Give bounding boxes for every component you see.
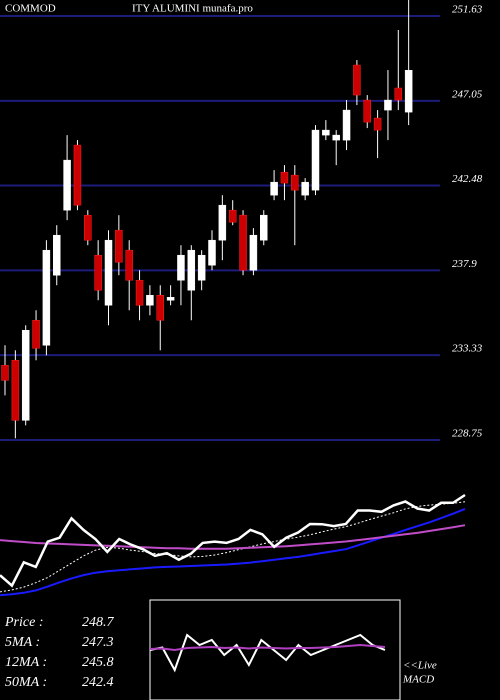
legend-label: 12MA : (5, 655, 47, 670)
candle-body (270, 181, 278, 196)
candle-body (63, 159, 71, 211)
candle-body (332, 134, 340, 141)
legend-value: 245.8 (82, 655, 114, 670)
candle-body (218, 204, 227, 241)
candle-body (166, 297, 175, 301)
macd-line (149, 633, 386, 673)
legend-value: 242.4 (82, 675, 114, 690)
candle-body (32, 320, 40, 349)
legend-label: 50MA : (5, 675, 47, 690)
candle-body (197, 254, 206, 281)
candle-body (394, 87, 403, 101)
candle-body (301, 181, 309, 196)
candle-body (53, 234, 61, 276)
candle-body (249, 234, 258, 271)
candle-body (73, 144, 82, 206)
title-right: ITY ALUMINI munafa.pro (132, 3, 253, 15)
candle-body (1, 365, 9, 381)
candle-body (404, 69, 413, 113)
candle-body (177, 254, 185, 281)
candle-body (228, 209, 237, 223)
ma-line (0, 501, 466, 593)
candle-body (11, 360, 20, 421)
y-tick-label: 242.48 (452, 173, 483, 185)
macd-label-bottom: MACD (402, 674, 434, 686)
candle-body (94, 254, 102, 291)
legend-label: 5MA : (5, 635, 40, 650)
legend-label: Price : (4, 615, 43, 630)
y-tick-label: 247.05 (452, 88, 483, 100)
candle-body (156, 294, 164, 321)
legend-value: 248.7 (82, 615, 115, 630)
ma-line (0, 524, 466, 550)
candle-body (280, 171, 289, 184)
y-tick-label: 228.75 (452, 428, 483, 440)
candle-body (146, 294, 154, 306)
candle-body (260, 214, 268, 241)
candle-body (373, 117, 382, 131)
candle-body (239, 214, 247, 271)
y-tick-label: 237.9 (452, 258, 477, 270)
candle-body (322, 129, 330, 136)
candle-body (21, 330, 30, 421)
candle-body (208, 239, 216, 266)
candle-body (384, 99, 392, 111)
candle-body (135, 279, 144, 306)
macd-line (149, 643, 386, 652)
title-left: COMMOD (5, 3, 56, 15)
candle-body (311, 129, 320, 191)
candle-body (187, 249, 196, 291)
candle-body (104, 239, 113, 306)
y-tick-label: 233.33 (452, 343, 483, 355)
candle-body (125, 249, 133, 281)
candle-body (291, 174, 299, 191)
y-tick-label: 251.63 (452, 3, 483, 15)
macd-label-top: <<Live (403, 660, 437, 672)
candle-body (363, 99, 371, 123)
candle-body (84, 214, 92, 241)
candle-body (353, 64, 361, 96)
legend-value: 247.3 (82, 635, 114, 650)
candle-body (115, 229, 123, 263)
candle-body (42, 249, 51, 346)
candle-body (342, 109, 351, 141)
price-line (0, 493, 466, 588)
